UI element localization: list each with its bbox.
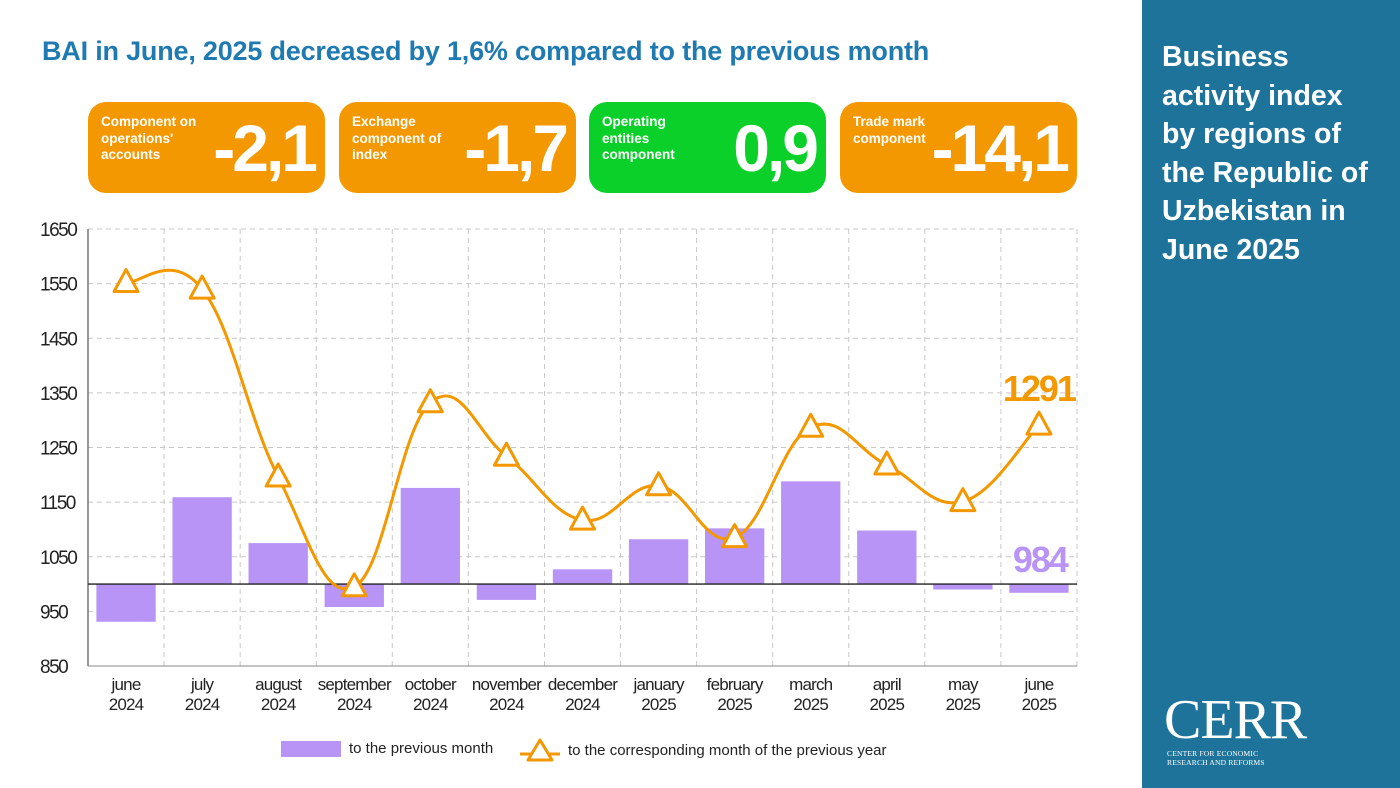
line-point xyxy=(645,471,673,497)
y-tick-label: 1550 xyxy=(40,275,77,296)
line-point xyxy=(340,572,368,598)
data-label-1291: 1291 xyxy=(1003,368,1077,409)
line-point xyxy=(569,505,596,531)
line-point xyxy=(797,412,825,438)
x-tick-label: august xyxy=(255,675,302,694)
line-point xyxy=(949,487,977,513)
bar xyxy=(96,584,156,622)
x-tick-label: 2024 xyxy=(185,695,220,714)
x-tick-label: 2024 xyxy=(109,695,144,714)
card-value: 0,9 xyxy=(733,111,819,185)
line-point xyxy=(492,441,520,467)
x-tick-label: july xyxy=(190,675,215,694)
y-tick-label: 1650 xyxy=(40,220,77,241)
card-label: Exchange component of index xyxy=(352,114,442,162)
bar xyxy=(476,584,537,600)
line-point xyxy=(264,462,292,488)
bar xyxy=(628,539,689,585)
x-tick-label: 2025 xyxy=(946,695,981,714)
bai-chart: 1650155014501350125011501050950850june20… xyxy=(40,220,1079,714)
line-point xyxy=(721,523,749,549)
x-tick-label: june xyxy=(111,675,141,694)
data-label-984: 984 xyxy=(1013,539,1069,580)
x-tick-label: october xyxy=(405,675,457,694)
bar xyxy=(552,569,613,585)
bar xyxy=(933,584,993,590)
bar xyxy=(781,481,841,585)
x-tick-label: 2024 xyxy=(413,695,448,714)
x-tick-label: march xyxy=(789,675,833,694)
x-tick-label: 2025 xyxy=(641,695,676,714)
y-tick-label: 1450 xyxy=(40,329,77,350)
x-tick-label: 2025 xyxy=(793,695,828,714)
x-tick-label: 2024 xyxy=(261,695,296,714)
y-tick-label: 950 xyxy=(40,602,68,623)
bar xyxy=(1009,584,1069,593)
legend-item-line: to the corresponding month of the previo… xyxy=(520,736,887,764)
bar xyxy=(248,543,308,585)
sidebar-title: Business activity index by regions of th… xyxy=(1162,41,1368,266)
headline: BAI in June, 2025 decreased by 1,6% comp… xyxy=(42,36,930,66)
x-tick-label: september xyxy=(318,675,392,694)
legend-bar-swatch xyxy=(281,740,341,757)
bar xyxy=(857,530,917,585)
card-operating-entities: Operating entities component 0,9 xyxy=(589,102,826,193)
x-tick-label: november xyxy=(472,675,542,694)
line-series xyxy=(125,268,1041,591)
x-tick-label: 2024 xyxy=(489,695,524,714)
x-tick-label: 2025 xyxy=(869,695,904,714)
legend-item-bars: to the previous month xyxy=(281,740,493,757)
y-tick-label: 850 xyxy=(40,657,68,678)
x-tick-label: 2025 xyxy=(1022,695,1057,714)
y-tick-label: 1050 xyxy=(40,548,77,569)
bar xyxy=(172,497,232,585)
card-label: Operating entities component xyxy=(602,114,675,162)
legend-line-swatch xyxy=(520,738,560,762)
x-tick-label: january xyxy=(632,675,684,694)
x-tick-label: february xyxy=(707,675,764,694)
x-tick-label: december xyxy=(548,675,618,694)
y-tick-label: 1350 xyxy=(40,384,77,405)
sidebar: Business activity index by regions of th… xyxy=(1142,0,1400,788)
x-tick-label: 2025 xyxy=(717,695,752,714)
cerr-logo-subtitle: CENTER FOR ECONOMIC RESEARCH AND REFORMS xyxy=(1167,749,1265,767)
bar xyxy=(400,487,461,585)
card-trade-mark: Trade mark component -14,1 xyxy=(840,102,1077,193)
card-exchange-component: Exchange component of index -1,7 xyxy=(339,102,576,193)
cerr-logo: CERR xyxy=(1164,689,1307,751)
card-value: -1,7 xyxy=(464,111,569,185)
y-tick-label: 1150 xyxy=(40,493,76,514)
x-tick-label: may xyxy=(948,675,979,694)
line-point xyxy=(112,268,140,294)
card-value: -14,1 xyxy=(931,111,1070,185)
x-tick-label: april xyxy=(873,675,901,694)
card-label: Component on operations' accounts xyxy=(101,114,197,162)
line-point xyxy=(188,274,216,300)
legend-label: to the previous month xyxy=(349,740,494,757)
x-tick-label: june xyxy=(1023,675,1053,694)
y-tick-label: 1250 xyxy=(40,439,77,460)
line-point xyxy=(416,388,444,414)
line-point xyxy=(1025,410,1053,436)
x-tick-label: 2024 xyxy=(337,695,372,714)
x-tick-label: 2024 xyxy=(565,695,600,714)
legend-label: to the corresponding month of the previo… xyxy=(568,741,887,759)
card-operations-accounts: Component on operations' accounts -2,1 xyxy=(88,102,325,193)
card-label: Trade mark component xyxy=(853,114,926,146)
line-point xyxy=(873,450,901,476)
card-value: -2,1 xyxy=(213,111,318,185)
